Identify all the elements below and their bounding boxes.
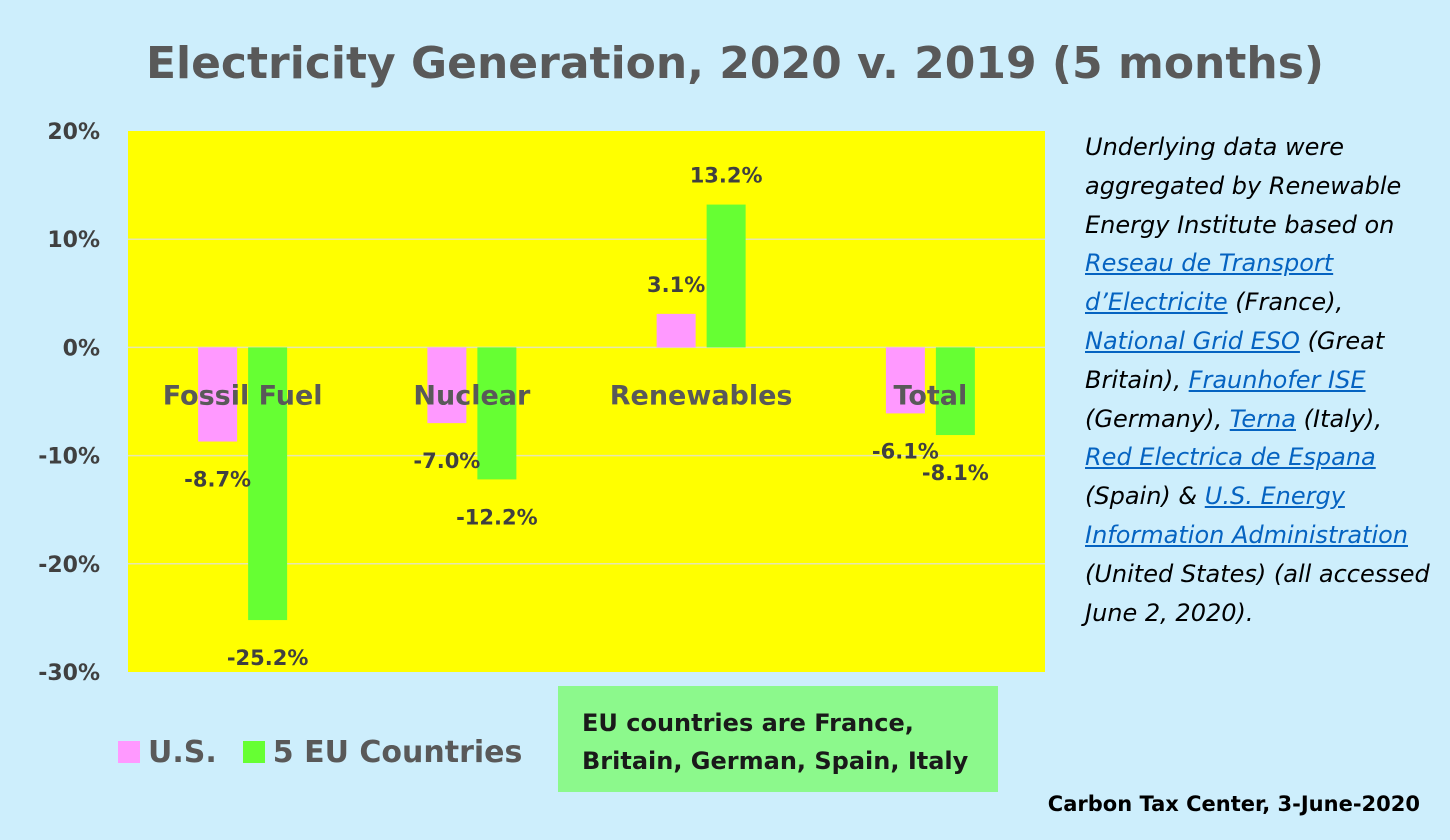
legend-swatch-us: [118, 741, 140, 763]
bar: [706, 204, 746, 348]
eu-countries-note: EU countries are France, Britain, German…: [558, 686, 998, 792]
source-country-germany: (Germany),: [1085, 404, 1223, 433]
bar: [885, 347, 925, 414]
bar: [935, 347, 975, 436]
chart-title: Electricity Generation, 2020 v. 2019 (5 …: [145, 38, 1325, 89]
bar: [477, 347, 517, 480]
bar: [248, 347, 288, 621]
category-label: Total: [893, 380, 967, 411]
y-axis-ticks: 20% 10% 0% -10% -20% -30%: [38, 120, 100, 686]
link-national-grid-eso[interactable]: National Grid ESO: [1085, 326, 1300, 355]
y-tick-label: -20%: [38, 553, 100, 578]
source-country-spain: (Spain) &: [1085, 482, 1198, 511]
source-country-us: (United States) (all accessed June 2, 20…: [1085, 559, 1430, 627]
category-labels: Fossil Fuel Nuclear Renewables Total: [163, 380, 968, 411]
data-label: -6.1%: [872, 439, 939, 463]
data-label: -7.0%: [413, 449, 480, 473]
legend-item-eu: 5 EU Countries: [242, 734, 523, 770]
bars: [198, 204, 975, 621]
eu-note-line-2: Britain, German, Spain, Italy: [582, 747, 969, 775]
y-tick-label: -10%: [38, 445, 100, 470]
category-label: Nuclear: [413, 380, 531, 411]
source-note: Underlying data were aggregated by Renew…: [1085, 128, 1430, 632]
source-country-gb: (Great Britain),: [1085, 326, 1385, 394]
bar: [198, 347, 238, 442]
legend-label-eu: 5 EU Countries: [272, 734, 523, 770]
link-rte[interactable]: Reseau de Transport d’Electricite: [1085, 249, 1334, 317]
data-label: -25.2%: [227, 646, 309, 670]
link-fraunhofer-ise[interactable]: Fraunhofer ISE: [1188, 365, 1366, 394]
link-terna[interactable]: Terna: [1229, 404, 1296, 433]
data-label: -8.7%: [184, 468, 251, 492]
eu-note-line-1: EU countries are France,: [582, 709, 914, 737]
data-label: 13.2%: [690, 164, 763, 188]
source-intro: Underlying data were aggregated by Renew…: [1085, 133, 1402, 239]
source-country-france: (France),: [1235, 288, 1344, 317]
y-tick-label: 20%: [47, 120, 100, 145]
source-country-italy: (Italy),: [1303, 404, 1383, 433]
bar: [427, 347, 467, 424]
data-labels: -8.7% -25.2% -7.0% -12.2% 3.1% 13.2% -6.1%-8.1…: [184, 164, 989, 670]
category-label: Fossil Fuel: [163, 380, 323, 411]
y-tick-label: 10%: [47, 228, 100, 253]
data-label: 3.1%: [647, 273, 705, 297]
link-us-eia[interactable]: U.S. Energy Information Administration: [1085, 482, 1409, 549]
legend-item-us: U.S.: [118, 735, 217, 770]
legend-label-us: U.S.: [148, 734, 217, 770]
bar: [656, 313, 696, 348]
credit-line: Carbon Tax Center, 3-June-2020: [1047, 792, 1420, 816]
data-label: -12.2%: [456, 505, 538, 529]
data-label: -8.1%: [922, 461, 989, 485]
category-label: Renewables: [610, 380, 793, 411]
y-tick-label: -30%: [38, 661, 100, 686]
legend: U.S. 5 EU Countries: [118, 728, 548, 776]
link-red-electrica[interactable]: Red Electrica de Espana: [1085, 443, 1376, 472]
y-tick-label: 0%: [63, 336, 100, 361]
legend-swatch-eu: [242, 741, 265, 763]
